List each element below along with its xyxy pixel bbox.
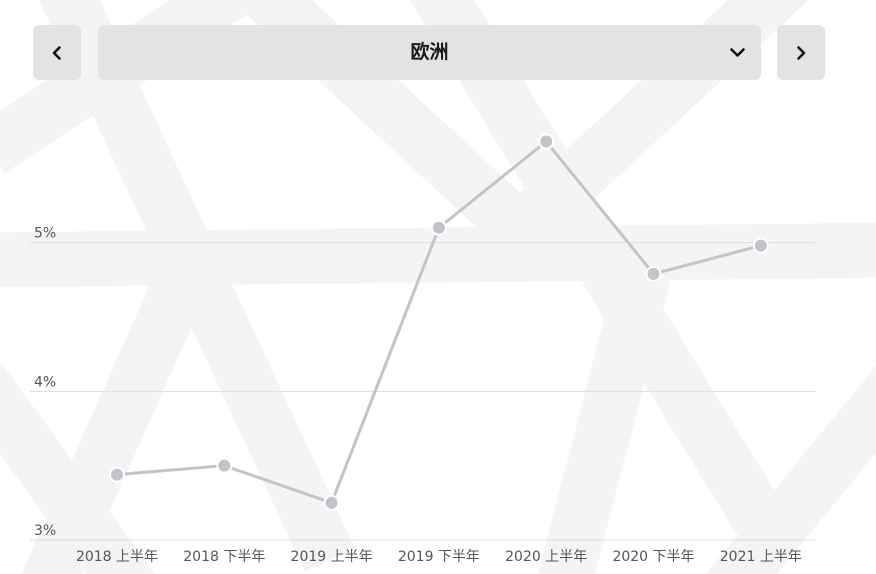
x-tick-label: 2019 下半年 (398, 549, 480, 565)
x-tick-label: 2019 上半年 (291, 549, 373, 565)
previous-region-button[interactable] (33, 25, 81, 80)
series-layer (109, 133, 769, 511)
chevron-left-icon (52, 45, 61, 60)
y-axis-ticks: 3% 4% 5% (34, 226, 56, 539)
data-point (216, 457, 233, 474)
y-tick-label: 4% (34, 374, 56, 390)
x-tick-label: 2021 上半年 (720, 549, 802, 565)
data-point (752, 237, 769, 254)
next-region-button[interactable] (777, 25, 825, 80)
data-point (109, 466, 125, 483)
x-tick-label: 2020 上半年 (505, 549, 587, 565)
x-tick-label: 2020 下半年 (612, 549, 694, 565)
y-tick-label: 5% (34, 226, 56, 242)
region-select[interactable]: 欧洲 (98, 25, 761, 80)
data-point (430, 219, 447, 236)
data-point (323, 494, 340, 511)
chevron-down-icon (730, 48, 745, 57)
y-tick-label: 3% (34, 523, 56, 539)
data-point (538, 133, 555, 150)
x-tick-label: 2018 下半年 (183, 549, 265, 565)
data-point (645, 265, 662, 282)
region-select-label: 欧洲 (410, 41, 449, 63)
grid-layer (30, 242, 815, 541)
chevron-right-icon (797, 45, 806, 60)
series-line (116, 140, 762, 505)
x-axis-ticks: 2018 上半年 2018 下半年 2019 上半年 2019 下半年 2020 上半年… (76, 549, 802, 565)
x-tick-label: 2018 上半年 (76, 549, 158, 565)
